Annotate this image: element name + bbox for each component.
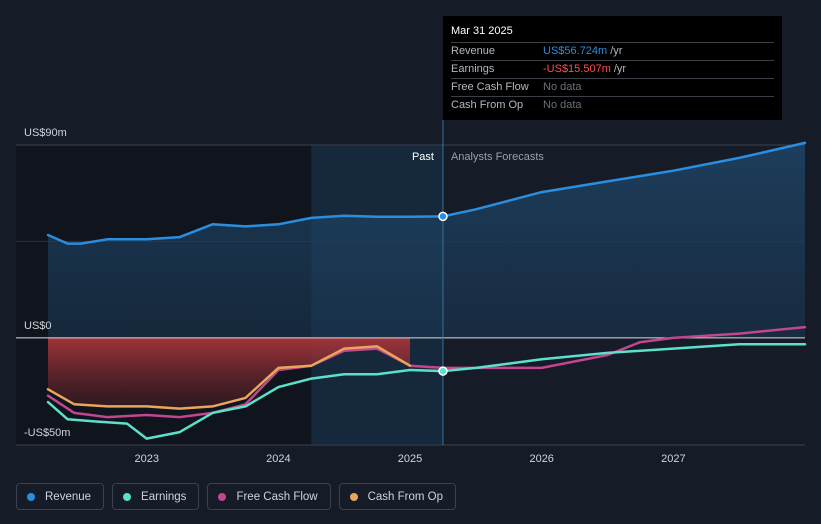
tooltip-label: Earnings bbox=[451, 63, 495, 75]
legend-label: Earnings bbox=[141, 490, 187, 503]
legend-dot-icon bbox=[218, 492, 227, 501]
tooltip-value: No data bbox=[543, 81, 582, 93]
legend-dot-icon bbox=[123, 492, 132, 501]
revenue-line bbox=[46, 141, 807, 245]
legend-label: Revenue bbox=[45, 490, 92, 503]
legend-item-free-cash-flow[interactable]: Free Cash Flow bbox=[207, 483, 331, 510]
tooltip: Mar 31 2025 Revenue US$56.724m/yr Earnings… bbox=[443, 16, 782, 120]
earnings-marker bbox=[438, 366, 448, 376]
legend-label: Free Cash Flow bbox=[236, 490, 318, 503]
cash-from-op-line bbox=[46, 345, 412, 410]
y-axis-label-bottom: -US$50m bbox=[24, 427, 70, 439]
tooltip-row-free-cash-flow: Free Cash Flow No data bbox=[451, 78, 774, 96]
tooltip-value: No data bbox=[543, 99, 582, 111]
x-tick-label: 2026 bbox=[529, 453, 553, 465]
forecast-label: Analysts Forecasts bbox=[451, 151, 544, 163]
x-tick-label: 2027 bbox=[661, 453, 685, 465]
x-tick-label: 2025 bbox=[398, 453, 422, 465]
tooltip-row-cash-from-op: Cash From Op No data bbox=[451, 96, 774, 114]
legend-dot-icon bbox=[349, 492, 358, 501]
earnings-line bbox=[46, 343, 807, 440]
legend-item-revenue[interactable]: Revenue bbox=[16, 483, 105, 510]
tooltip-label: Cash From Op bbox=[451, 99, 524, 111]
tooltip-label: Revenue bbox=[451, 45, 496, 57]
y-axis-label-zero: US$0 bbox=[24, 320, 52, 332]
legend-dot-icon bbox=[27, 492, 35, 501]
free-cash-flow-line bbox=[46, 325, 807, 419]
tooltip-date: Mar 31 2025 bbox=[451, 25, 513, 37]
legend-item-cash-from-op[interactable]: Cash From Op bbox=[338, 483, 457, 510]
tooltip-row-revenue: Revenue US$56.724m/yr bbox=[451, 42, 774, 60]
tooltip-row-earnings: Earnings -US$15.507m/yr bbox=[451, 60, 774, 78]
tooltip-label: Free Cash Flow bbox=[451, 81, 529, 93]
tooltip-value: -US$15.507m bbox=[543, 63, 611, 75]
legend: Revenue Earnings Free Cash Flow Cash From O… bbox=[16, 483, 457, 510]
past-label: Past bbox=[412, 151, 434, 163]
revenue-marker bbox=[438, 211, 448, 222]
legend-label: Cash From Op bbox=[367, 490, 444, 503]
x-tick-label: 2024 bbox=[266, 453, 290, 465]
tooltip-value: US$56.724m bbox=[543, 45, 608, 57]
legend-item-earnings[interactable]: Earnings bbox=[112, 483, 200, 510]
y-axis-label-top: US$90m bbox=[24, 127, 67, 139]
revenue-area bbox=[48, 142, 805, 338]
tooltip-unit: /yr bbox=[613, 63, 627, 75]
x-tick-label: 2023 bbox=[134, 453, 158, 465]
loss-area bbox=[48, 337, 410, 409]
tooltip-unit: /yr bbox=[610, 45, 623, 57]
